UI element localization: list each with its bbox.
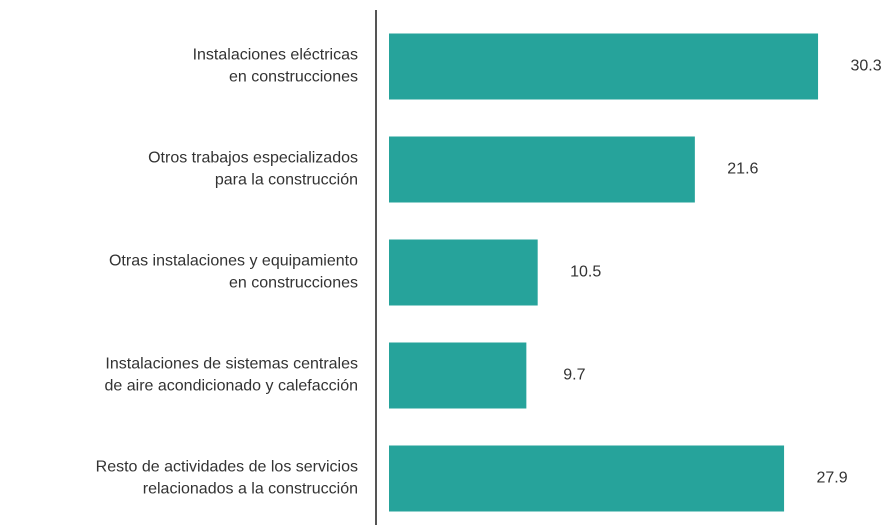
category-label: Instalaciones eléctricas en construccione…	[193, 47, 358, 86]
bar	[389, 33, 819, 100]
category-label-line: para la construcción	[215, 172, 358, 189]
category-label-line: Instalaciones eléctricas	[193, 47, 358, 64]
value-label: 9.7	[563, 367, 585, 384]
category-label: Resto de actividades de los servicios rel…	[96, 459, 358, 498]
category-label-line: en construcciones	[229, 69, 358, 86]
bar	[389, 445, 785, 512]
category-label-line: Instalaciones de sistemas centrales	[105, 356, 358, 373]
category-label-line: en construcciones	[229, 275, 358, 292]
value-label: 27.9	[816, 470, 847, 487]
category-label-line: relacionados a la construcción	[143, 481, 358, 498]
category-label-line: de aire acondicionado y calefacción	[105, 378, 359, 395]
category-label: Otras instalaciones y equipamiento en con…	[109, 253, 358, 292]
bar	[389, 136, 695, 203]
category-label-line: Resto de actividades de los servicios	[96, 459, 358, 476]
bar	[389, 342, 527, 409]
value-label: 21.6	[727, 161, 758, 178]
category-label-line: Otras instalaciones y equipamiento	[109, 253, 358, 270]
value-label: 10.5	[570, 264, 601, 281]
category-label: Otros trabajos especializados para la con…	[148, 150, 358, 189]
value-label: 30.3	[850, 58, 881, 75]
bar	[389, 239, 538, 306]
category-label: Instalaciones de sistemas centrales de ai…	[105, 356, 359, 395]
category-label-line: Otros trabajos especializados	[148, 150, 358, 167]
